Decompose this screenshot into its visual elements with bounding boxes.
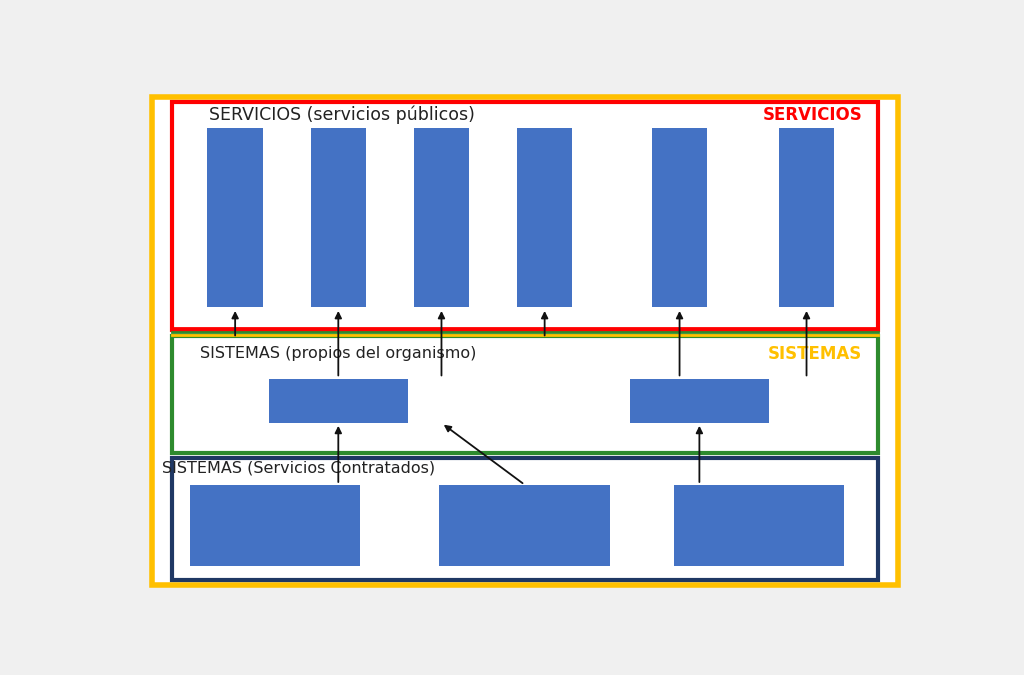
- FancyBboxPatch shape: [207, 128, 263, 307]
- Text: SUBSISTEMA
contratado 2: SUBSISTEMA contratado 2: [474, 508, 575, 543]
- FancyBboxPatch shape: [189, 485, 360, 566]
- Text: SISTEMAS (Servicios Contratados): SISTEMAS (Servicios Contratados): [162, 461, 435, 476]
- FancyBboxPatch shape: [172, 458, 878, 580]
- FancyBboxPatch shape: [310, 128, 367, 307]
- Text: SUBSISTEMA
contratado 3: SUBSISTEMA contratado 3: [709, 508, 809, 543]
- Text: Servicio 5: Servicio 5: [673, 184, 686, 252]
- Text: SERVICIOS (servicios públicos): SERVICIOS (servicios públicos): [209, 105, 475, 124]
- FancyBboxPatch shape: [630, 379, 769, 423]
- FancyBboxPatch shape: [674, 485, 844, 566]
- FancyBboxPatch shape: [651, 128, 708, 307]
- FancyBboxPatch shape: [269, 379, 408, 423]
- FancyBboxPatch shape: [414, 128, 469, 307]
- Text: Servicio 1: Servicio 1: [228, 183, 242, 252]
- FancyBboxPatch shape: [172, 102, 878, 331]
- FancyBboxPatch shape: [439, 485, 610, 566]
- Text: SISTEMAS (propios del organismo): SISTEMAS (propios del organismo): [200, 346, 476, 361]
- FancyBboxPatch shape: [517, 128, 572, 307]
- FancyBboxPatch shape: [152, 97, 898, 585]
- Text: SISTEMAS: SISTEMAS: [768, 345, 862, 363]
- Text: Sistema A: Sistema A: [300, 393, 377, 408]
- FancyBboxPatch shape: [778, 128, 835, 307]
- Text: SERVICIOS: SERVICIOS: [762, 106, 862, 124]
- Text: Sistema B: Sistema B: [660, 393, 738, 408]
- FancyBboxPatch shape: [172, 335, 878, 453]
- Text: Servicio 3: Servicio 3: [434, 184, 449, 252]
- Text: SUBSISTEMA
contratado 1: SUBSISTEMA contratado 1: [224, 508, 326, 543]
- Text: Servicio 4: Servicio 4: [538, 184, 552, 252]
- Text: Servicio 6: Servicio 6: [800, 183, 813, 252]
- Text: Servicio 2: Servicio 2: [332, 184, 345, 252]
